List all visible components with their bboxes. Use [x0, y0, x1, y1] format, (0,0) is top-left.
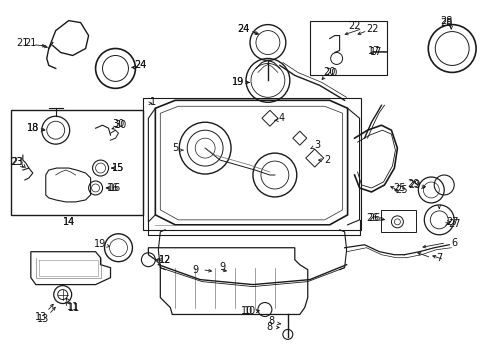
- Text: 2: 2: [324, 155, 331, 165]
- Text: 18: 18: [26, 123, 39, 133]
- Text: 19: 19: [232, 77, 244, 87]
- Text: 29: 29: [408, 180, 420, 190]
- Text: 21: 21: [17, 37, 29, 48]
- Bar: [144, 98, 361, 230]
- Text: 15: 15: [112, 163, 124, 173]
- Text: 25: 25: [393, 183, 406, 193]
- Text: 21: 21: [24, 37, 37, 48]
- Text: 3: 3: [315, 140, 321, 150]
- Text: 18: 18: [26, 123, 39, 133]
- Text: 14: 14: [63, 217, 75, 227]
- Text: 27: 27: [448, 219, 461, 229]
- Text: 4: 4: [279, 113, 285, 123]
- Text: 1: 1: [150, 97, 156, 107]
- Text: 7: 7: [436, 253, 442, 263]
- Text: 26: 26: [367, 213, 379, 223]
- Text: 28: 28: [440, 15, 452, 26]
- Text: 9: 9: [192, 265, 198, 275]
- Text: 17: 17: [368, 45, 381, 55]
- Text: 24: 24: [134, 60, 147, 71]
- Text: 22: 22: [348, 21, 361, 31]
- Text: 11: 11: [67, 302, 79, 311]
- Text: 10: 10: [244, 306, 256, 316]
- Text: 10: 10: [241, 306, 253, 316]
- Text: 12: 12: [159, 255, 171, 265]
- Text: 8: 8: [269, 316, 275, 327]
- Text: 9: 9: [219, 262, 225, 272]
- Text: 16: 16: [107, 183, 120, 193]
- Text: 24: 24: [237, 24, 249, 33]
- Text: 20: 20: [325, 68, 338, 78]
- Text: 27: 27: [446, 217, 459, 227]
- Text: 12: 12: [159, 255, 171, 265]
- Text: 19: 19: [232, 77, 244, 87]
- Text: 25: 25: [395, 185, 408, 195]
- Text: 16: 16: [109, 183, 122, 193]
- Text: 23: 23: [12, 157, 24, 167]
- Text: 30: 30: [112, 119, 124, 129]
- Text: 14: 14: [63, 217, 75, 227]
- Text: 29: 29: [407, 179, 419, 189]
- Text: 13: 13: [35, 312, 47, 323]
- Text: 19: 19: [95, 239, 107, 249]
- Text: 15: 15: [112, 163, 124, 173]
- Text: 23: 23: [11, 157, 23, 167]
- Text: 13: 13: [37, 314, 49, 324]
- Bar: [382, 210, 416, 232]
- Bar: [310, 21, 388, 75]
- Text: 8: 8: [267, 323, 273, 332]
- Text: 17: 17: [370, 48, 383, 58]
- Text: 11: 11: [68, 302, 80, 312]
- Text: 5: 5: [172, 143, 178, 153]
- Text: 28: 28: [440, 18, 452, 28]
- Text: 26: 26: [368, 213, 381, 223]
- Text: 30: 30: [114, 120, 126, 130]
- Text: 20: 20: [323, 67, 336, 77]
- Text: 24: 24: [237, 24, 249, 33]
- Text: 24: 24: [134, 60, 147, 71]
- Bar: [11, 110, 144, 215]
- Text: 6: 6: [451, 238, 457, 248]
- Text: 22: 22: [366, 24, 379, 33]
